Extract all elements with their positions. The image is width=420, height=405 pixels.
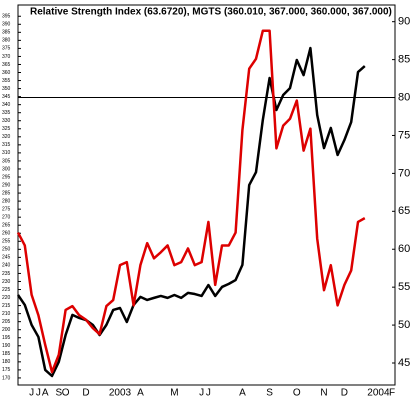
y-tick-label: 395 — [2, 14, 11, 20]
series-line — [16, 29, 366, 374]
x-tick-label: M — [170, 388, 178, 399]
x-tick-label: S — [266, 388, 273, 399]
x-tick-label: J — [29, 388, 34, 399]
x-tick-label: O — [62, 388, 70, 399]
y-tick-label: 385 — [2, 30, 11, 36]
y2-tick-label: 45 — [398, 357, 410, 369]
y-tick-label: 210 — [2, 311, 11, 317]
y-tick-label: 190 — [2, 343, 11, 349]
y-tick-label: 170 — [2, 375, 11, 381]
y-tick-label: 200 — [2, 327, 11, 333]
x-tick-label: N — [320, 388, 327, 399]
y-tick-label: 365 — [2, 62, 11, 68]
x-tick-label: D — [82, 388, 89, 399]
y-tick-label: 355 — [2, 78, 11, 84]
y-tick-label: 305 — [2, 158, 11, 164]
y2-tick-label: 60 — [398, 243, 410, 255]
y-tick-label: 215 — [2, 303, 11, 309]
y-tick-label: 345 — [2, 94, 11, 100]
x-tick-label: J — [206, 388, 211, 399]
y-tick-label: 380 — [2, 38, 11, 44]
y2-tick-label: 85 — [398, 54, 410, 66]
x-tick-label: A — [239, 388, 246, 399]
y-tick-label: 315 — [2, 142, 11, 148]
y-tick-label: 330 — [2, 118, 11, 124]
x-tick-label: S — [55, 388, 62, 399]
y-tick-label: 350 — [2, 86, 11, 92]
y2-tick-label: 50 — [398, 319, 410, 331]
y2-tick-label: 70 — [398, 167, 410, 179]
y-tick-label: 325 — [2, 126, 11, 132]
y-tick-label: 360 — [2, 70, 11, 76]
y-tick-label: 180 — [2, 359, 11, 365]
y-tick-label: 255 — [2, 239, 11, 245]
x-tick-label: J — [199, 388, 204, 399]
y-tick-label: 280 — [2, 198, 11, 204]
x-tick-label: D — [341, 388, 348, 399]
y2-tick-label: 65 — [398, 205, 410, 217]
x-tick-label: 2003 — [109, 388, 132, 399]
x-tick-label: F — [389, 388, 395, 399]
y-tick-label: 240 — [2, 263, 11, 269]
y-tick-label: 220 — [2, 295, 11, 301]
y-tick-label: 285 — [2, 190, 11, 196]
y2-tick-label: 80 — [398, 91, 410, 103]
y-tick-label: 300 — [2, 166, 11, 172]
y-tick-label: 290 — [2, 182, 11, 188]
y-tick-label: 310 — [2, 150, 11, 156]
y-tick-label: 265 — [2, 223, 11, 229]
y-tick-label: 225 — [2, 287, 11, 293]
y-tick-label: 250 — [2, 247, 11, 253]
y-tick-label: 205 — [2, 319, 11, 325]
x-tick-label: J — [36, 388, 41, 399]
y-tick-label: 245 — [2, 255, 11, 261]
x-tick-label: O — [293, 388, 301, 399]
y-tick-label: 295 — [2, 174, 11, 180]
x-tick-label: 2004 — [367, 388, 390, 399]
y-tick-label: 235 — [2, 271, 11, 277]
x-tick-label: A — [137, 388, 144, 399]
y2-tick-label: 75 — [398, 129, 410, 141]
y2-tick-label: 55 — [398, 281, 410, 293]
x-tick-label: A — [42, 388, 49, 399]
y-tick-label: 375 — [2, 46, 11, 52]
y-tick-label: 195 — [2, 335, 11, 341]
y-tick-label: 320 — [2, 134, 11, 140]
y-tick-label: 370 — [2, 54, 11, 60]
y-tick-label: 175 — [2, 367, 11, 373]
y-tick-label: 340 — [2, 102, 11, 108]
y-tick-label: 390 — [2, 22, 11, 28]
series-line — [16, 46, 366, 378]
y2-tick-label: 90 — [398, 16, 410, 28]
y-tick-label: 275 — [2, 206, 11, 212]
y-tick-label: 335 — [2, 110, 11, 116]
y-tick-label: 230 — [2, 279, 11, 285]
chart-title: Relative Strength Index (63.6720), MGTS … — [30, 7, 392, 18]
y-tick-label: 185 — [2, 351, 11, 357]
y-tick-label: 260 — [2, 231, 11, 237]
y-tick-label: 270 — [2, 215, 11, 221]
plot-frame — [17, 4, 396, 386]
